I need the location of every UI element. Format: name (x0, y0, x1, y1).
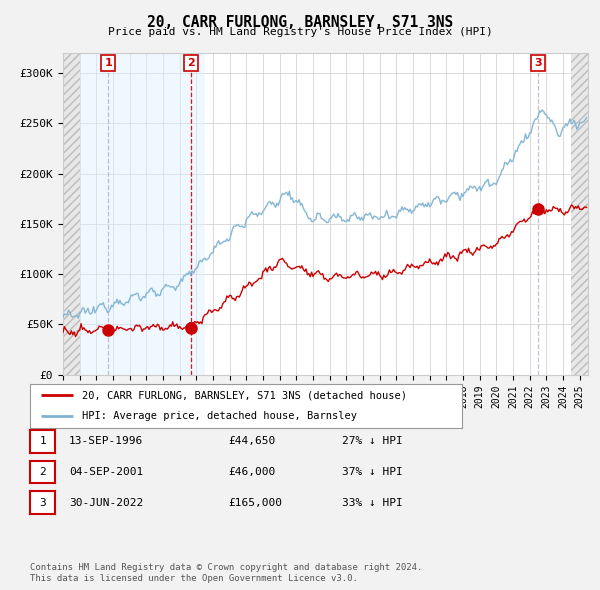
Text: HPI: Average price, detached house, Barnsley: HPI: Average price, detached house, Barn… (82, 411, 357, 421)
Text: £165,000: £165,000 (228, 498, 282, 507)
Text: This data is licensed under the Open Government Licence v3.0.: This data is licensed under the Open Gov… (30, 574, 358, 583)
Text: 3: 3 (534, 58, 542, 68)
Text: 13-SEP-1996: 13-SEP-1996 (69, 437, 143, 446)
Text: 20, CARR FURLONG, BARNSLEY, S71 3NS (detached house): 20, CARR FURLONG, BARNSLEY, S71 3NS (det… (82, 391, 407, 401)
Text: 33% ↓ HPI: 33% ↓ HPI (342, 498, 403, 507)
Bar (571, 53, 588, 375)
Text: 3: 3 (39, 498, 46, 507)
Text: Contains HM Land Registry data © Crown copyright and database right 2024.: Contains HM Land Registry data © Crown c… (30, 563, 422, 572)
Text: 37% ↓ HPI: 37% ↓ HPI (342, 467, 403, 477)
Bar (63, 53, 80, 375)
Text: 04-SEP-2001: 04-SEP-2001 (69, 467, 143, 477)
Text: 30-JUN-2022: 30-JUN-2022 (69, 498, 143, 507)
Text: 2: 2 (39, 467, 46, 477)
Text: 1: 1 (39, 437, 46, 446)
Text: 1: 1 (104, 58, 112, 68)
Text: £46,000: £46,000 (228, 467, 275, 477)
Text: 2: 2 (187, 58, 195, 68)
Text: Price paid vs. HM Land Registry's House Price Index (HPI): Price paid vs. HM Land Registry's House … (107, 27, 493, 37)
Text: £44,650: £44,650 (228, 437, 275, 446)
Text: 27% ↓ HPI: 27% ↓ HPI (342, 437, 403, 446)
Text: 20, CARR FURLONG, BARNSLEY, S71 3NS: 20, CARR FURLONG, BARNSLEY, S71 3NS (147, 15, 453, 30)
Bar (80, 53, 205, 375)
